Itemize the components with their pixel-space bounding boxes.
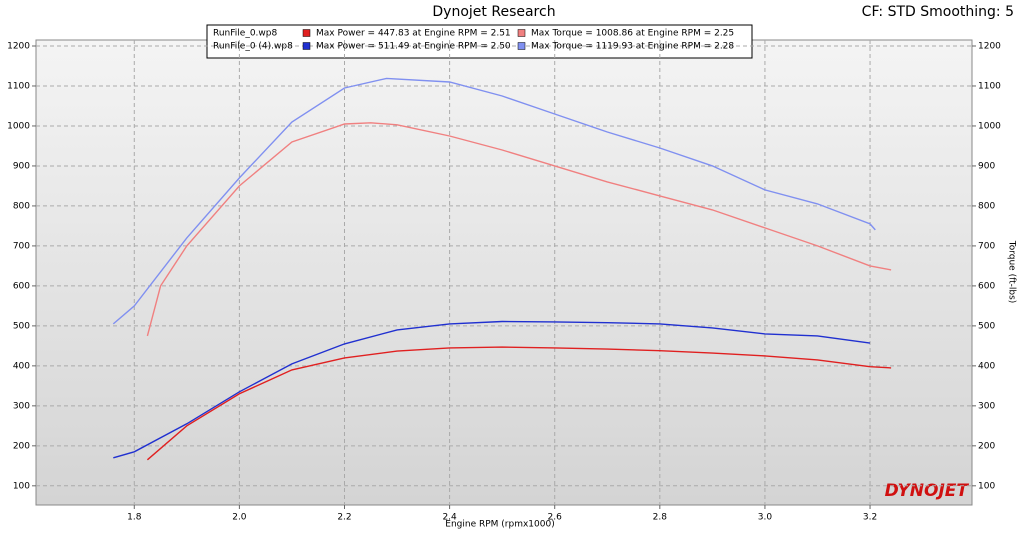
legend-file: RunFile_0.wp8 bbox=[213, 29, 277, 39]
x-tick-label: 2.2 bbox=[337, 513, 351, 523]
x-tick-label: 1.8 bbox=[127, 513, 142, 523]
legend-label: Max Torque = 1119.93 at Engine RPM = 2.2… bbox=[531, 42, 734, 52]
logo: DYNOJET bbox=[885, 481, 970, 501]
chart-subtitle: CF: STD Smoothing: 5 bbox=[862, 4, 1014, 20]
series-line bbox=[146, 346, 892, 461]
legend-swatch bbox=[517, 42, 526, 50]
x-axis-label: Engine RPM (rpmx1000) bbox=[445, 520, 554, 530]
y2-tick-label: 100 bbox=[978, 481, 995, 491]
y-tick-label: 200 bbox=[13, 441, 30, 451]
y-tick-label: 800 bbox=[13, 201, 30, 211]
x-tick-label: 3.0 bbox=[758, 513, 773, 523]
series-line bbox=[113, 320, 871, 459]
y2-tick-label: 400 bbox=[978, 361, 995, 371]
legend-swatch bbox=[517, 29, 526, 37]
legend-swatch bbox=[302, 29, 311, 37]
legend-label: Max Power = 447.83 at Engine RPM = 2.51 bbox=[316, 29, 511, 39]
legend-swatch bbox=[302, 42, 311, 50]
x-tick-label: 2.6 bbox=[548, 513, 563, 523]
chart-title: Dynojet Research bbox=[432, 4, 555, 20]
legend-box bbox=[206, 24, 753, 59]
y-tick-label: 500 bbox=[13, 321, 30, 331]
y-tick-label: 900 bbox=[13, 161, 30, 171]
y-tick-label: 600 bbox=[13, 281, 30, 291]
y2-axis-label: Torque (ft-lbs) bbox=[1007, 240, 1017, 304]
y2-tick-label: 1000 bbox=[978, 121, 1001, 131]
x-tick-label: 2.0 bbox=[232, 513, 247, 523]
y2-tick-label: 1200 bbox=[978, 41, 1001, 51]
legend-label: Max Power = 511.49 at Engine RPM = 2.50 bbox=[316, 42, 511, 52]
y-tick-label: 1200 bbox=[7, 41, 30, 51]
y-tick-label: 300 bbox=[13, 401, 30, 411]
y-tick-label: 1000 bbox=[7, 121, 30, 131]
y2-tick-label: 700 bbox=[978, 241, 995, 251]
series-line bbox=[146, 122, 892, 337]
y2-tick-label: 800 bbox=[978, 201, 995, 211]
y2-tick-label: 300 bbox=[978, 401, 995, 411]
y2-tick-label: 200 bbox=[978, 441, 995, 451]
x-tick-label: 2.4 bbox=[442, 513, 457, 523]
y2-tick-label: 900 bbox=[978, 161, 995, 171]
x-tick-label: 2.8 bbox=[653, 513, 668, 523]
plot-area bbox=[35, 39, 973, 506]
y2-tick-label: 1100 bbox=[978, 81, 1001, 91]
y-tick-label: 400 bbox=[13, 361, 30, 371]
legend-label: Max Torque = 1008.86 at Engine RPM = 2.2… bbox=[531, 29, 734, 39]
x-tick-label: 3.2 bbox=[863, 513, 877, 523]
y2-tick-label: 500 bbox=[978, 321, 995, 331]
series-line bbox=[112, 77, 876, 325]
legend-file: RunFile_0 (4).wp8 bbox=[213, 42, 293, 52]
y-tick-label: 100 bbox=[13, 481, 30, 491]
y2-tick-label: 600 bbox=[978, 281, 995, 291]
y-tick-label: 700 bbox=[13, 241, 30, 251]
y-tick-label: 1100 bbox=[7, 81, 30, 91]
